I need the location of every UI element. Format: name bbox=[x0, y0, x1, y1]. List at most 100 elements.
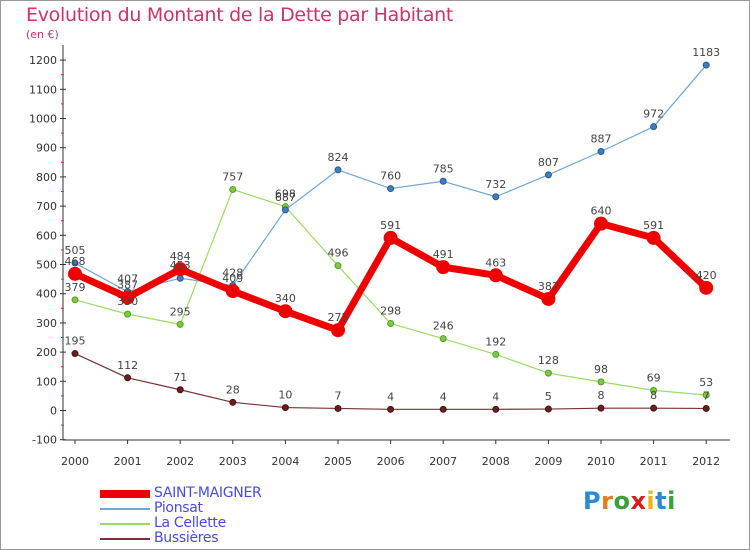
data-label: 71 bbox=[173, 371, 187, 384]
data-label: 496 bbox=[328, 247, 349, 260]
logo-letter: o bbox=[613, 487, 631, 515]
data-label: 382 bbox=[538, 280, 559, 293]
chart-title: Evolution du Montant de la Dette par Hab… bbox=[26, 4, 454, 26]
logo-letter: x bbox=[630, 487, 647, 515]
x-tick-label: 2009 bbox=[534, 455, 562, 468]
data-point bbox=[334, 262, 342, 270]
data-point bbox=[594, 216, 608, 231]
data-point bbox=[699, 280, 714, 295]
legend-swatch bbox=[100, 490, 150, 498]
data-point bbox=[492, 405, 500, 413]
data-point bbox=[124, 374, 132, 382]
logo-letter: t bbox=[655, 487, 668, 515]
y-tick-label: 200 bbox=[36, 346, 57, 359]
data-label: 28 bbox=[226, 383, 240, 396]
data-point bbox=[488, 268, 503, 283]
data-point bbox=[225, 284, 240, 299]
data-point bbox=[650, 123, 658, 131]
data-point bbox=[383, 230, 398, 245]
data-point bbox=[173, 262, 188, 277]
data-point bbox=[229, 398, 237, 406]
y-tick-label: 1000 bbox=[29, 113, 57, 126]
data-label: 505 bbox=[65, 244, 86, 257]
legend-label: Bussières bbox=[154, 530, 219, 546]
data-point bbox=[541, 291, 556, 306]
x-tick-label: 2012 bbox=[692, 455, 720, 468]
y-tick-label: 900 bbox=[36, 142, 57, 155]
x-tick-label: 2004 bbox=[271, 455, 299, 468]
data-label: 887 bbox=[591, 132, 612, 145]
data-label: 972 bbox=[643, 108, 664, 121]
data-point bbox=[387, 185, 395, 193]
data-label: 687 bbox=[275, 191, 296, 204]
data-label: 4 bbox=[440, 390, 447, 403]
x-tick-label: 2006 bbox=[377, 455, 405, 468]
logo-letter: P bbox=[583, 487, 602, 515]
data-point bbox=[281, 206, 289, 214]
data-label: 4 bbox=[387, 390, 394, 403]
data-label: 453 bbox=[170, 259, 191, 272]
x-tick-label: 2010 bbox=[587, 455, 615, 468]
data-point bbox=[124, 310, 132, 318]
data-point bbox=[597, 378, 605, 386]
data-point bbox=[331, 323, 345, 338]
x-tick-label: 2011 bbox=[640, 455, 668, 468]
y-tick-label: 400 bbox=[36, 288, 57, 301]
data-point bbox=[597, 404, 605, 412]
data-point bbox=[176, 320, 184, 328]
data-point bbox=[702, 391, 710, 399]
data-point bbox=[278, 304, 293, 319]
x-tick-label: 2000 bbox=[61, 455, 89, 468]
data-label: 379 bbox=[65, 281, 86, 294]
data-point bbox=[71, 259, 79, 267]
data-point bbox=[650, 404, 658, 412]
data-label: 428 bbox=[222, 267, 243, 280]
data-label: 463 bbox=[485, 256, 506, 269]
data-label: 407 bbox=[117, 273, 138, 286]
data-label: 330 bbox=[117, 295, 138, 308]
data-label: 698 bbox=[275, 188, 296, 201]
data-label: 10 bbox=[278, 389, 292, 402]
data-label: 640 bbox=[591, 205, 612, 218]
data-point bbox=[439, 405, 447, 413]
data-label: 591 bbox=[380, 219, 401, 232]
data-label: 785 bbox=[433, 162, 454, 175]
x-tick-label: 2003 bbox=[219, 455, 247, 468]
data-label: 760 bbox=[380, 170, 401, 183]
proxiti-logo: Proxiti bbox=[583, 487, 676, 515]
data-label: 112 bbox=[117, 359, 138, 372]
y-tick-label: 100 bbox=[36, 375, 57, 388]
y-tick-label: 0 bbox=[50, 405, 57, 418]
data-label: 468 bbox=[65, 255, 86, 268]
data-point bbox=[702, 404, 710, 412]
legend-swatch bbox=[100, 508, 150, 510]
data-point bbox=[436, 260, 451, 275]
y-tick-label: -100 bbox=[32, 434, 57, 447]
data-label: 387 bbox=[117, 278, 138, 291]
legend-label: Pionsat bbox=[154, 500, 203, 516]
data-label: 298 bbox=[380, 304, 401, 317]
data-label: 420 bbox=[696, 269, 717, 282]
data-point bbox=[650, 386, 658, 394]
data-point bbox=[597, 147, 605, 155]
data-label: 340 bbox=[275, 292, 296, 305]
logo-letter: r bbox=[601, 487, 614, 515]
unit-label: (en €) bbox=[26, 28, 59, 41]
data-label: 824 bbox=[328, 151, 349, 164]
y-tick-label: 1200 bbox=[29, 54, 57, 67]
x-tick-label: 2005 bbox=[324, 455, 352, 468]
data-point bbox=[229, 185, 237, 193]
data-label: 195 bbox=[65, 335, 86, 348]
data-point bbox=[281, 404, 289, 412]
data-label: 275 bbox=[328, 311, 349, 324]
y-tick-label: 700 bbox=[36, 200, 57, 213]
data-point bbox=[544, 405, 552, 413]
data-label: 192 bbox=[485, 335, 506, 348]
data-label: 98 bbox=[594, 363, 608, 376]
data-point bbox=[492, 350, 500, 358]
data-point bbox=[68, 266, 82, 281]
data-label: 8 bbox=[598, 389, 605, 402]
data-label: 5 bbox=[545, 390, 552, 403]
data-point bbox=[387, 319, 395, 327]
data-point bbox=[334, 404, 342, 412]
